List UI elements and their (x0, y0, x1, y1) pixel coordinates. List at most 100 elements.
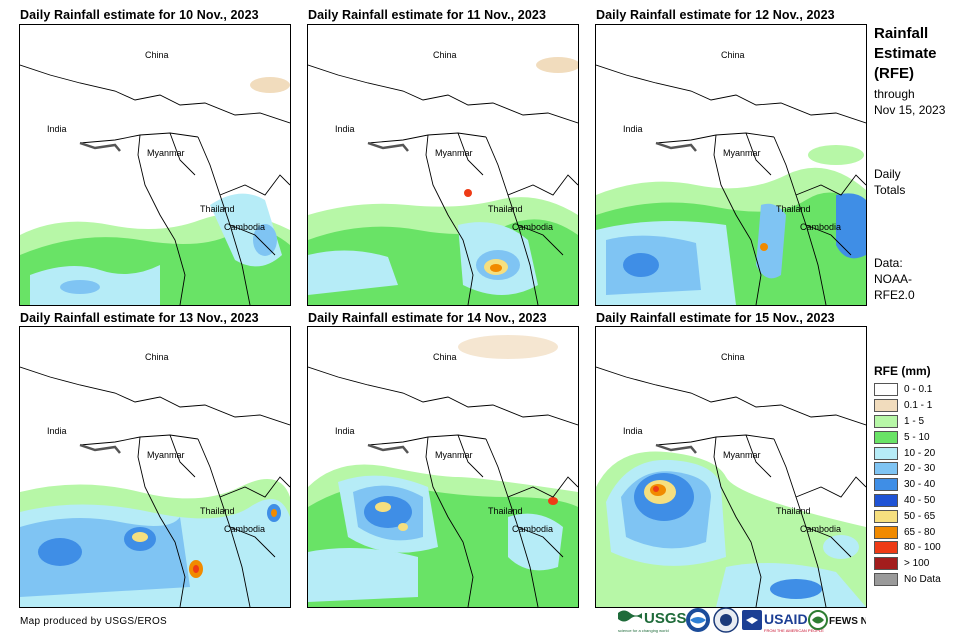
sidebar-title-line: Estimate (874, 45, 937, 62)
label-india: India (623, 426, 643, 436)
legend-label: > 100 (904, 558, 930, 570)
panel-title-nov15: Daily Rainfall estimate for 15 Nov., 202… (596, 311, 835, 325)
panel-title-nov12: Daily Rainfall estimate for 12 Nov., 202… (596, 8, 835, 22)
legend-swatch (874, 572, 898, 586)
usgs-wordmark: USGS (644, 610, 687, 627)
legend-swatch (874, 430, 898, 444)
legend-label: 0 - 0.1 (904, 384, 933, 396)
label-myanmar: Myanmar (723, 148, 761, 158)
rain-field-nov10 (20, 77, 290, 305)
label-cambodia: Cambodia (800, 222, 841, 232)
label-cambodia: Cambodia (512, 222, 553, 232)
legend-label: 80 - 100 (904, 542, 941, 554)
usgs-logo: USGS science for a changing world (618, 610, 687, 633)
map-credit: Map produced by USGS/EROS (20, 616, 168, 627)
legend-label: No Data (904, 573, 941, 585)
logo-strip: USGS science for a changing world USAID … (616, 605, 881, 635)
panel-title-nov13: Daily Rainfall estimate for 13 Nov., 202… (20, 311, 259, 325)
legend-item: 0.1 - 1 (874, 398, 941, 414)
legend-item: 40 - 50 (874, 493, 941, 509)
legend-label: 1 - 5 (904, 415, 925, 427)
label-myanmar: Myanmar (147, 148, 185, 158)
sidebar-daily-totals: Daily Totals (874, 166, 905, 198)
sidebar-title-line: (RFE) (874, 65, 914, 82)
legend: 0 - 0.1 0.1 - 1 1 - 5 5 - 10 10 - 20 20 - 30 3… (874, 382, 941, 587)
usgs-tagline: science for a changing world (618, 628, 669, 633)
sidebar-data-line: NOAA- (874, 272, 913, 286)
coast-shadow-nov12 (655, 141, 697, 152)
rain-field-nov11 (308, 57, 578, 305)
rain-field-nov15 (596, 451, 866, 607)
sidebar-daily-line: Totals (874, 183, 906, 197)
legend-label: 65 - 80 (904, 526, 936, 538)
borders-nov10 (20, 64, 290, 305)
sidebar-data-line: RFE2.0 (874, 288, 915, 302)
legend-item: 80 - 100 (874, 540, 941, 556)
borders-nov14 (308, 366, 578, 607)
label-cambodia: Cambodia (224, 222, 265, 232)
sidebar-subtitle: through Nov 15, 2023 (874, 86, 945, 118)
label-thailand: Thailand (488, 506, 523, 516)
legend-label: 50 - 65 (904, 510, 936, 522)
sidebar-data-source: Data: NOAA- RFE2.0 (874, 255, 915, 303)
label-china: China (433, 50, 457, 60)
legend-label: 10 - 20 (904, 447, 936, 459)
legend-swatch (874, 462, 898, 476)
usaid-tagline: FROM THE AMERICAN PEOPLE (764, 628, 824, 633)
legend-label: 0.1 - 1 (904, 400, 933, 412)
sidebar-title-line: Rainfall (874, 25, 929, 42)
label-thailand: Thailand (488, 204, 523, 214)
sidebar-subtitle-line: through (874, 87, 915, 101)
map-panel-nov12: China India Myanmar Thailand Cambodia (595, 24, 867, 306)
label-india: India (47, 426, 67, 436)
label-cambodia: Cambodia (800, 524, 841, 534)
usaid-wordmark: USAID (764, 611, 808, 627)
legend-item: No Data (874, 572, 941, 588)
label-myanmar: Myanmar (435, 148, 473, 158)
legend-item: 5 - 10 (874, 429, 941, 445)
label-cambodia: Cambodia (224, 524, 265, 534)
label-china: China (721, 352, 745, 362)
sidebar-title: Rainfall Estimate (RFE) (874, 24, 937, 84)
legend-item: 1 - 5 (874, 414, 941, 430)
rain-field-nov12 (596, 145, 866, 305)
panel-title-nov11: Daily Rainfall estimate for 11 Nov., 202… (308, 8, 546, 22)
label-thailand: Thailand (776, 506, 811, 516)
borders-nov15 (596, 366, 866, 607)
label-india: India (47, 124, 67, 134)
label-china: China (433, 352, 457, 362)
label-india: India (623, 124, 643, 134)
map-panel-nov13: China India Myanmar Thailand Cambodia (19, 326, 291, 608)
label-myanmar: Myanmar (147, 450, 185, 460)
label-thailand: Thailand (776, 204, 811, 214)
rainfall-map-nov15: China India Myanmar Thailand Cambodia (596, 352, 866, 607)
legend-swatch (874, 478, 898, 492)
label-china: China (145, 352, 169, 362)
label-myanmar: Myanmar (435, 450, 473, 460)
legend-swatch (874, 509, 898, 523)
label-india: India (335, 124, 355, 134)
map-panel-nov11: China India Myanmar Thailand Cambodia (307, 24, 579, 306)
rainfall-map-nov12: China India Myanmar Thailand Cambodia (596, 50, 866, 305)
label-thailand: Thailand (200, 204, 235, 214)
rainfall-map-nov10: China India Myanmar Thailand Cambodia (20, 50, 290, 305)
legend-swatch (874, 414, 898, 428)
map-panel-nov10: China India Myanmar Thailand Cambodia (19, 24, 291, 306)
coast-shadow-nov13 (79, 443, 121, 454)
legend-item: 20 - 30 (874, 461, 941, 477)
legend-item: 0 - 0.1 (874, 382, 941, 398)
legend-label: 40 - 50 (904, 494, 936, 506)
rainfall-map-nov11: China India Myanmar Thailand Cambodia (308, 50, 578, 305)
borders-nov13 (20, 366, 290, 607)
legend-label: 5 - 10 (904, 431, 930, 443)
label-china: China (145, 50, 169, 60)
legend-swatch (874, 541, 898, 555)
label-india: India (335, 426, 355, 436)
legend-swatch (874, 525, 898, 539)
sidebar-subtitle-line: Nov 15, 2023 (874, 103, 946, 117)
legend-item: 50 - 65 (874, 508, 941, 524)
coast-shadow-nov14 (367, 443, 409, 454)
noaa-logo (686, 608, 710, 632)
legend-label: 20 - 30 (904, 463, 936, 475)
legend-label: 30 - 40 (904, 479, 936, 491)
